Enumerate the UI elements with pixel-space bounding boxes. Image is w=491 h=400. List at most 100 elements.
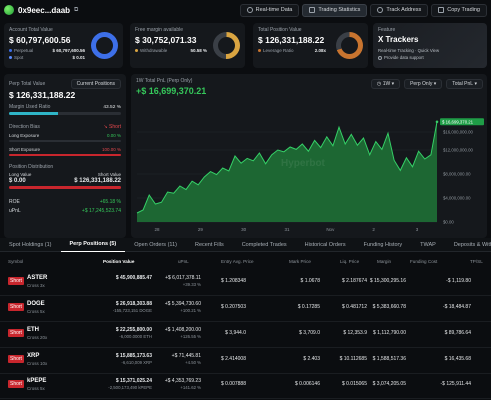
margin-used-bar xyxy=(9,112,121,115)
upnl-percent: +4.50 % xyxy=(185,360,201,365)
scope-select[interactable]: Perp Only ▾ xyxy=(404,79,443,89)
copy-trading-button[interactable]: Copy Trading xyxy=(431,3,487,17)
copy-icon xyxy=(438,7,445,13)
margin-mode: Cross 3x xyxy=(27,283,45,288)
pnl-area-chart: $16,000,000.00 $12,000,000.00 $8,000,000.0… xyxy=(136,118,484,232)
upnl-value: +$ 71,445.81 xyxy=(171,353,201,359)
chevron-down-icon: ▾ xyxy=(473,81,477,87)
current-positions-button[interactable]: Current Positions xyxy=(70,79,121,89)
mark-price: $ 2.403 xyxy=(303,356,320,362)
position-size: -6,610,009 XRP xyxy=(121,360,152,365)
perp-total-label: Perp Total Value xyxy=(9,81,46,87)
position-donut xyxy=(336,32,363,59)
tab-historical-orders[interactable]: Historical Orders xyxy=(304,241,346,248)
entry-price: $ 0.207503 xyxy=(220,304,246,310)
track-address-label: Track Address xyxy=(386,7,422,13)
position-value: $ 22,255,800.00 xyxy=(115,327,152,333)
short-value-label: Short Value xyxy=(97,172,121,177)
x-tick-label: 31 xyxy=(284,227,290,232)
col-margin[interactable]: Margin xyxy=(377,259,392,264)
upnl-percent: +100.21 % xyxy=(180,308,201,313)
positions-tabs: Spot Holdings (1) Perp Positions (5) Ope… xyxy=(0,238,491,252)
spot-value: $ 0.01 xyxy=(72,55,85,60)
margin-mode: Cross 10x xyxy=(27,361,48,366)
side-badge: Short xyxy=(8,380,24,388)
col-liq-price[interactable]: Liq. Price xyxy=(340,259,360,264)
symbol-name[interactable]: DOGE xyxy=(27,301,45,307)
leverage-label: Leverage Ratio xyxy=(258,48,294,53)
margin-used-value: 43.52 % xyxy=(103,104,121,110)
x-tick-label: 3 xyxy=(416,227,419,232)
chart-title: 1W Total PnL (Perp Only) xyxy=(136,78,193,84)
roe-value: +65.18 % xyxy=(99,199,121,205)
position-size: -2,500,173,490 kPEPE xyxy=(108,385,152,390)
symbol-name[interactable]: ETH xyxy=(27,327,39,333)
x-tick-label: 28 xyxy=(154,227,160,232)
liq-price: $ 0.481712 xyxy=(341,304,367,310)
tab-deposits-withdrawals[interactable]: Deposits & Withdr xyxy=(453,241,491,248)
table-row[interactable]: Short ETH Cross 20x $ 22,255,800.00 -6,000.0… xyxy=(0,322,491,348)
symbol-name[interactable]: ASTER xyxy=(27,275,48,281)
upnl-percent: +39.33 % xyxy=(182,282,201,287)
timeframe-select[interactable]: ◷ 1W ▾ xyxy=(370,79,401,89)
col-symbol[interactable]: Symbol xyxy=(8,259,24,264)
x-tick-label: 29 xyxy=(198,227,204,232)
trading-statistics-button[interactable]: Trading Statistics xyxy=(302,3,368,17)
tab-perp-positions[interactable]: Perp Positions (5) xyxy=(60,238,126,252)
margin-used-label: Margin Used Ratio xyxy=(9,104,51,110)
col-entry-price[interactable]: Entry Avg. Price xyxy=(221,259,254,264)
track-address-button[interactable]: Track Address xyxy=(370,3,429,17)
feature-title: X Trackers xyxy=(378,35,419,44)
tab-open-orders[interactable]: Open Orders (11) xyxy=(134,241,177,248)
leverage-row: Leverage Ratio 2.08x xyxy=(258,48,326,53)
tab-funding-history[interactable]: Funding History xyxy=(363,241,403,248)
funding-cost: -$ 125,911.44 xyxy=(440,381,472,387)
feature-card[interactable]: Feature X Trackers Real-time Tracking · … xyxy=(373,23,487,68)
table-row[interactable]: Short ASTER Cross 3x $ 45,900,885.47 +$ 6,01… xyxy=(0,270,491,296)
position-value: $ 15,371,025.24 xyxy=(115,378,152,384)
funding-cost: -$ 18,484.87 xyxy=(442,304,471,310)
withdrawable-row: Withdrawable 50.58 % xyxy=(135,48,207,53)
pnl-chart-panel: 1W Total PnL (Perp Only) +$ 16,699,370.2… xyxy=(131,74,487,238)
short-value: $ 126,331,188.22 xyxy=(74,178,121,184)
long-exposure-value: 0.00 % xyxy=(106,133,121,138)
col-upnl[interactable]: uPnL xyxy=(178,259,189,264)
free-margin-label: Free margin available xyxy=(135,27,184,33)
col-tpsl[interactable]: TP/SL xyxy=(470,259,483,264)
perp-summary-panel: Perp Total Value Current Positions $ 126… xyxy=(4,74,126,238)
last-point xyxy=(435,120,439,124)
tab-twap[interactable]: TWAP xyxy=(420,241,436,248)
real-time-data-button[interactable]: Real-time Data xyxy=(239,3,300,17)
symbol-name[interactable]: kPEPE xyxy=(27,378,47,384)
clock-icon: ◷ xyxy=(376,81,383,87)
symbol-name[interactable]: XRP xyxy=(27,353,40,359)
long-value: $ 0.00 xyxy=(9,178,26,184)
chevron-down-icon: ▾ xyxy=(432,81,437,87)
short-exposure-bar xyxy=(9,154,121,156)
tab-spot-holdings[interactable]: Spot Holdings (1) xyxy=(9,241,52,248)
pnl-line xyxy=(136,121,438,214)
table-row[interactable]: Short XRP Cross 10x $ 15,885,173.63 -6,610,0… xyxy=(0,348,491,374)
col-funding-cost[interactable]: Funding Cost xyxy=(410,259,438,264)
short-exposure-label: Short Exposure xyxy=(9,147,41,152)
margin-value: $ 3,074,205.05 xyxy=(372,381,406,387)
tab-completed-trades[interactable]: Completed Trades xyxy=(241,241,287,248)
funding-cost: -$ 1,119.80 xyxy=(446,278,471,284)
withdrawable-value: 50.58 % xyxy=(190,48,207,53)
x-tick-label: 30 xyxy=(241,227,247,232)
top-bar: 0x9eec...daab ⧉ Real-time Data Trading S… xyxy=(0,0,491,20)
table-row[interactable]: Short DOGE Cross 5x $ 26,918,303.88 -155,723… xyxy=(0,296,491,322)
long-exposure-label: Long Exposure xyxy=(9,133,40,138)
trend-down-icon: ↘ xyxy=(103,124,110,130)
col-mark-price[interactable]: Mark Price xyxy=(289,259,311,264)
copy-address-icon[interactable]: ⧉ xyxy=(74,6,79,13)
col-position-value[interactable]: Position Value xyxy=(103,259,135,264)
account-donut xyxy=(91,32,118,59)
y-tick-label: $0.00 xyxy=(443,220,454,225)
metric-select[interactable]: Total PnL ▾ xyxy=(446,79,483,89)
tab-recent-fills[interactable]: Recent Fills xyxy=(194,241,224,248)
perpetual-row: Perpetual $ 60,797,600.56 xyxy=(9,48,85,53)
table-row[interactable]: Short kPEPE Cross 5x $ 15,371,025.24 -2,500,… xyxy=(0,373,491,399)
short-exposure-value: 100.00 % xyxy=(101,147,121,152)
entry-price: $ 1.208348 xyxy=(220,278,246,284)
